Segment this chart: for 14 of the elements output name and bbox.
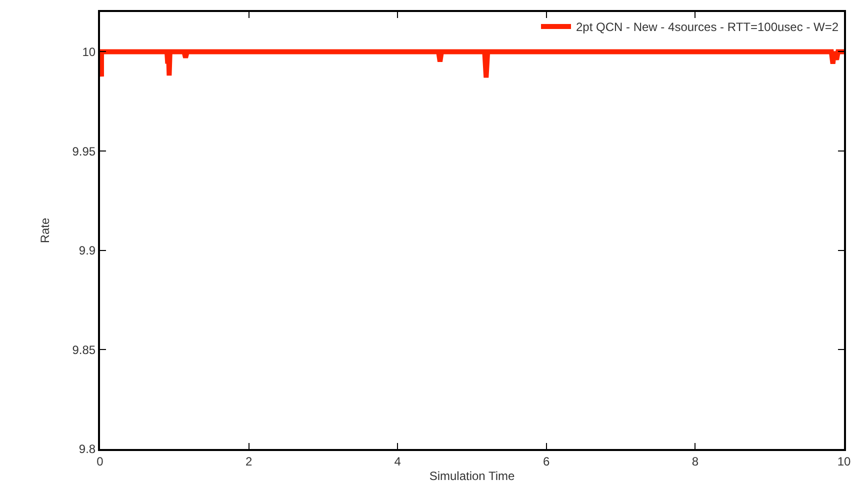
legend-label: 2pt QCN - New - 4sources - RTT=100usec - W=2 bbox=[576, 20, 839, 34]
x-tick-label: 0 bbox=[96, 454, 104, 468]
y-tick-label: 9.95 bbox=[72, 144, 96, 158]
y-tick-label: 9.9 bbox=[78, 244, 96, 258]
x-tick-label: 4 bbox=[394, 454, 402, 468]
y-axis-title: Rate bbox=[38, 218, 52, 244]
y-tick-label: 9.8 bbox=[78, 442, 96, 456]
x-tick-label: 8 bbox=[692, 454, 699, 468]
x-tick-label: 6 bbox=[543, 454, 550, 468]
y-tick-label: 9.85 bbox=[72, 342, 96, 357]
x-axis-title: Simulation Time bbox=[429, 468, 516, 483]
y-tick-label: 10 bbox=[82, 44, 96, 59]
x-tick-label: 10 bbox=[837, 454, 851, 468]
x-tick-label: 2 bbox=[245, 454, 252, 468]
